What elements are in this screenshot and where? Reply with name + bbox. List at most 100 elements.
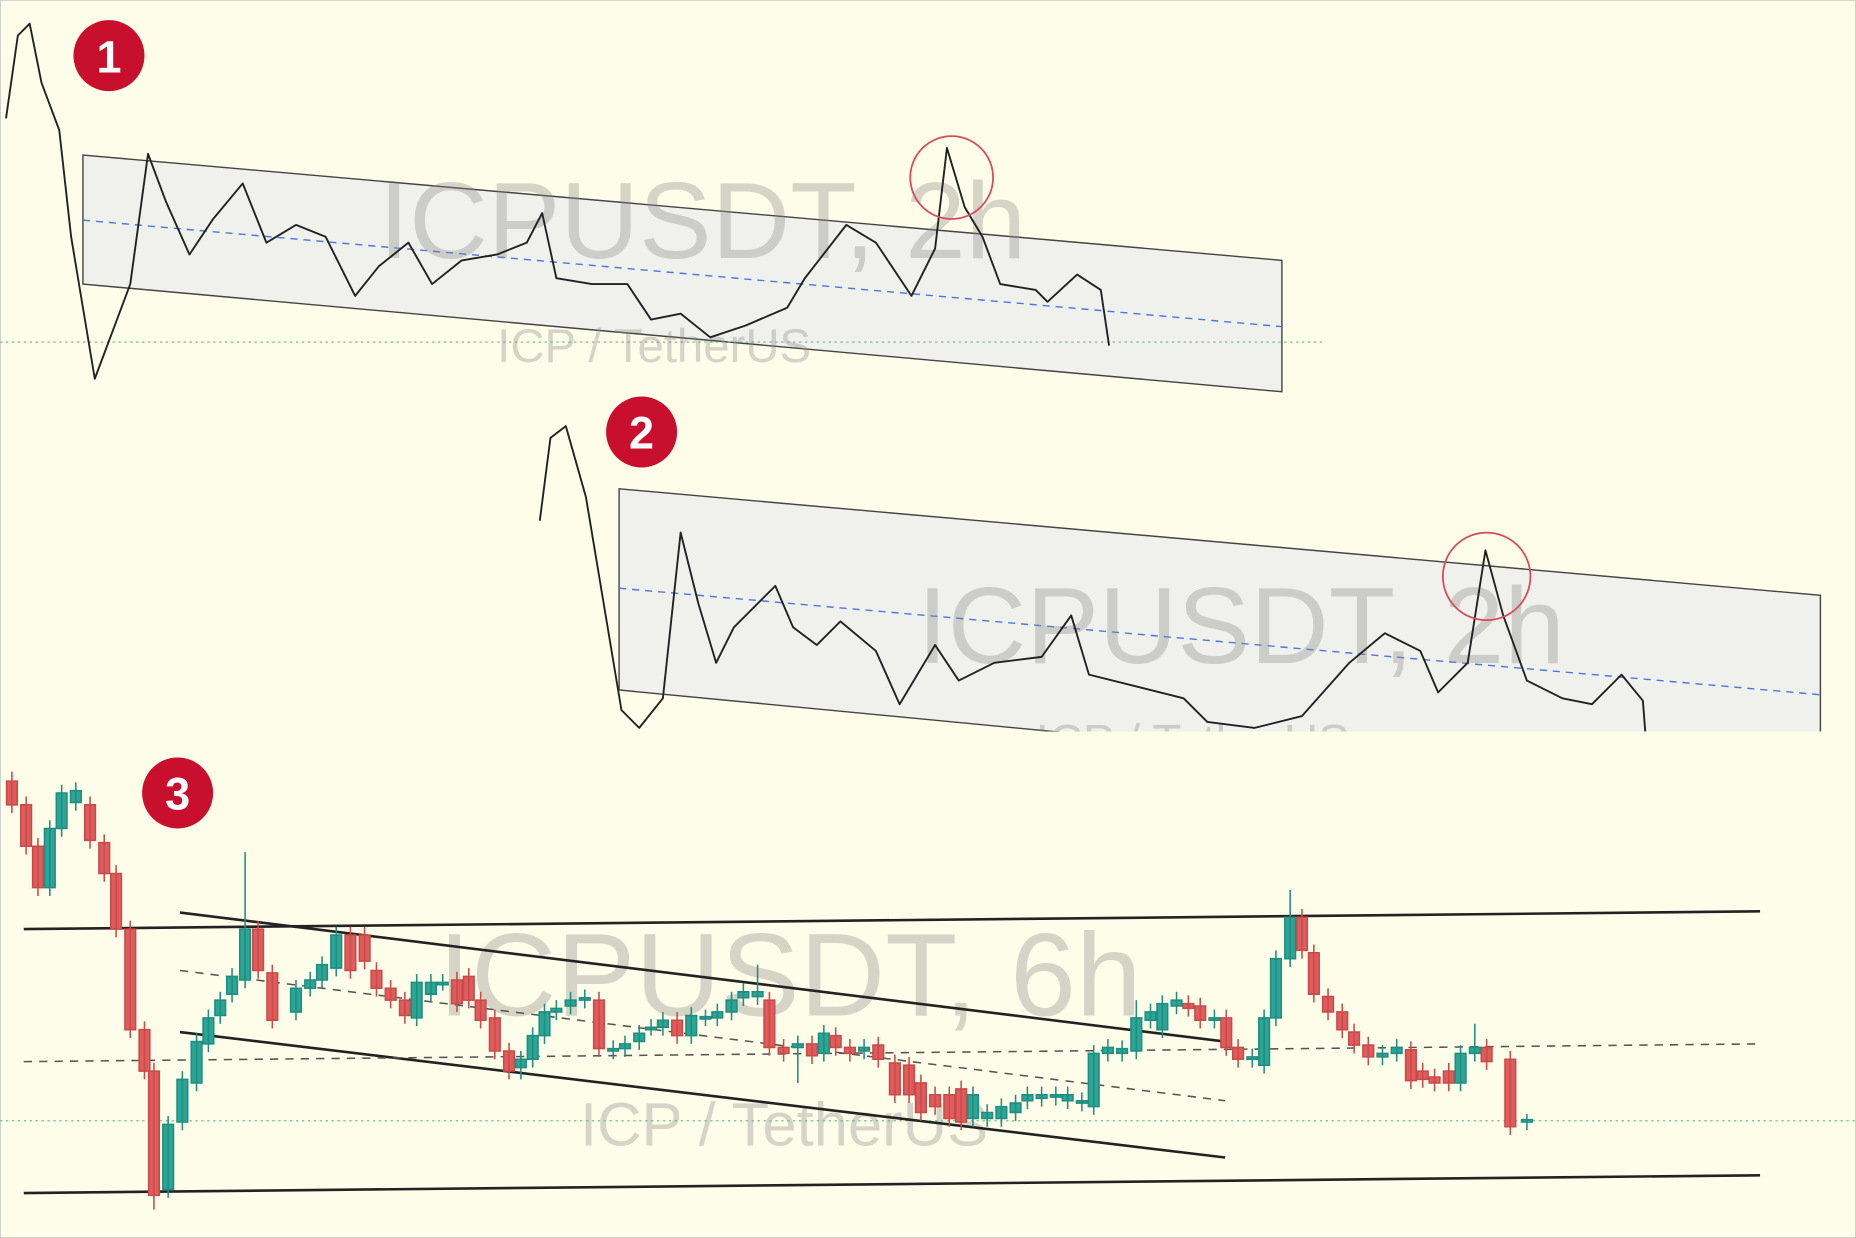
candle [424, 974, 438, 1003]
channel-midline [82, 219, 1282, 328]
candle [578, 989, 591, 1009]
candle [685, 1007, 698, 1044]
candle [902, 1056, 916, 1104]
candle [109, 865, 123, 938]
candle [1307, 944, 1320, 1003]
candle [1258, 1009, 1271, 1074]
candle [644, 1019, 658, 1036]
candle [966, 1086, 980, 1127]
watermark-title: ICPUSDT, 6h [438, 909, 1142, 1041]
candle [162, 1116, 175, 1198]
candles-up [43, 782, 1533, 1198]
candle [857, 1039, 871, 1060]
candle [564, 991, 577, 1015]
candle [1321, 988, 1335, 1021]
candle [330, 926, 343, 977]
candle [1520, 1113, 1533, 1131]
candle [1021, 1086, 1034, 1109]
candle [190, 1033, 203, 1092]
candle [550, 1000, 563, 1021]
candle [914, 1074, 927, 1121]
badge: 2 [606, 396, 678, 468]
candle [225, 968, 239, 1003]
candle [1035, 1086, 1048, 1107]
candle [1144, 1003, 1157, 1029]
candle [888, 1054, 901, 1104]
candle [398, 991, 411, 1024]
candle [1347, 1023, 1361, 1054]
candle [462, 968, 475, 1009]
candles-down [5, 771, 1517, 1210]
candle [1295, 908, 1309, 959]
candle [176, 1071, 189, 1131]
candle [725, 991, 738, 1021]
candle [147, 1062, 161, 1210]
candle [43, 820, 56, 896]
candle [805, 1035, 819, 1065]
candle [777, 1039, 790, 1062]
candle [995, 1098, 1008, 1127]
candle [817, 1024, 830, 1062]
candle [1220, 1009, 1233, 1056]
candle [1170, 991, 1183, 1015]
candle [31, 837, 45, 896]
badge: 1 [73, 20, 145, 92]
trend-line [23, 910, 1761, 931]
candle [124, 920, 137, 1038]
candle [763, 991, 776, 1056]
candle [1336, 1003, 1349, 1038]
candle [55, 784, 68, 837]
candle [943, 1086, 956, 1127]
shape [73, 20, 145, 92]
badge: 3 [142, 757, 214, 829]
candle [618, 1035, 632, 1057]
candle [929, 1086, 942, 1115]
panel-2: ICPUSDT, 2h ICP / TetherUS [538, 425, 1822, 732]
candle [1130, 1000, 1143, 1060]
price-series [538, 425, 1647, 732]
watermark-title: ICPUSDT, 2h [917, 565, 1564, 687]
candle [791, 1035, 804, 1083]
trend-line [179, 911, 1226, 1043]
candle [1208, 1009, 1221, 1029]
candle [751, 964, 764, 1005]
candle [1284, 890, 1297, 967]
candle [384, 979, 397, 1009]
candle [699, 1009, 712, 1027]
candle [1376, 1045, 1389, 1066]
badge-label: 2 [629, 408, 654, 459]
panel-1: ICPUSDT, 2h ICP / TetherUS 1 [0, 20, 1324, 393]
candle [1075, 1092, 1088, 1112]
candle [592, 991, 606, 1057]
candle [252, 920, 265, 979]
candle [344, 926, 357, 979]
candle [1362, 1036, 1375, 1066]
candle [436, 974, 449, 991]
candle [1087, 1045, 1100, 1115]
candle [526, 1027, 539, 1068]
candle [370, 962, 383, 997]
candle [1404, 1041, 1417, 1089]
candle [981, 1104, 994, 1127]
watermark-title: ICPUSDT, 2h [379, 160, 1026, 282]
candle [1428, 1068, 1441, 1092]
candle [1116, 1040, 1129, 1062]
candle [202, 1009, 215, 1053]
candle [670, 1011, 684, 1044]
candle [1442, 1062, 1455, 1092]
trend-line [23, 1173, 1761, 1195]
candle [289, 979, 303, 1021]
candle [656, 1011, 669, 1036]
candle [1269, 950, 1283, 1027]
candle [1454, 1045, 1467, 1092]
candle [1101, 1039, 1114, 1062]
candle [1194, 997, 1207, 1029]
candle [304, 971, 317, 997]
candle [737, 983, 750, 1007]
candle [98, 834, 111, 882]
candle [1504, 1050, 1517, 1136]
candle [872, 1036, 885, 1068]
shape [606, 396, 678, 468]
